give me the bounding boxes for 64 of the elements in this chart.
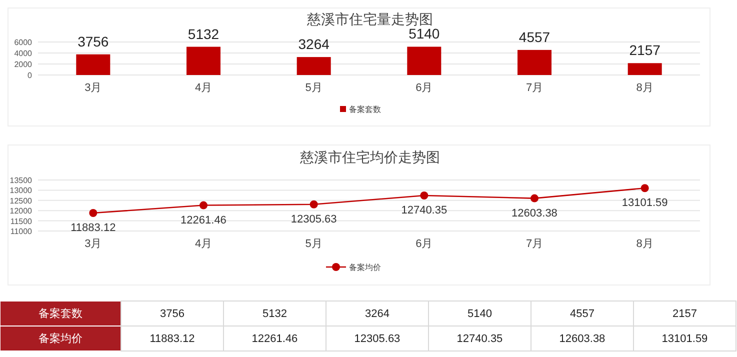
- legend-label: 备案套数: [349, 105, 381, 114]
- text: 5140: [468, 308, 492, 320]
- text: 3264: [365, 308, 390, 320]
- data-label: 3756: [78, 33, 109, 50]
- x-tick-label: 6月: [416, 82, 433, 94]
- chart-title: 慈溪市住宅量走势图: [306, 11, 433, 27]
- x-tick-label: 7月: [526, 82, 544, 94]
- x-tick-label: 7月: [526, 238, 544, 250]
- data-label: 12740.35: [401, 204, 448, 216]
- bar: [296, 57, 331, 75]
- bar: [407, 46, 442, 75]
- text: 12603.38: [559, 333, 606, 345]
- text: 12305.63: [354, 333, 400, 345]
- point: [530, 194, 538, 202]
- x-tick-label: 4月: [194, 82, 212, 94]
- x-tick-label: 3月: [84, 238, 102, 250]
- x-tick-label: 8月: [636, 238, 654, 250]
- text: 2157: [672, 308, 697, 320]
- text: 11883.12: [150, 333, 195, 345]
- text: 备案均价: [38, 332, 82, 345]
- x-tick-label: 5月: [305, 238, 322, 250]
- text: 5132: [262, 308, 287, 320]
- data-label: 12603.38: [512, 207, 558, 220]
- text: 12740.35: [456, 333, 503, 345]
- bar: [518, 50, 552, 75]
- chart-title: 慈溪市住宅均价走势图: [299, 149, 440, 165]
- legend-label: 备案均价: [349, 263, 381, 272]
- data-label: 2157: [629, 42, 661, 58]
- x-tick-label: 4月: [194, 238, 212, 250]
- y-tick-label: 11000: [10, 227, 33, 236]
- y-tick-label: 0: [28, 71, 33, 80]
- bar: [76, 54, 110, 75]
- data-label: 4557: [518, 28, 550, 45]
- point: [200, 201, 208, 210]
- data-label: 12305.63: [290, 213, 337, 226]
- y-tick-label: 13000: [10, 186, 33, 196]
- point: [420, 191, 428, 200]
- data-label: 12261.46: [180, 214, 226, 226]
- data-label: 3264: [298, 36, 330, 52]
- text: 4557: [570, 308, 594, 320]
- data-label: 5132: [188, 26, 220, 42]
- data-label: 13101.59: [622, 197, 668, 210]
- x-tick-label: 8月: [636, 82, 654, 94]
- text: 12261.46: [252, 333, 298, 345]
- y-tick-label: 2000: [14, 60, 33, 69]
- x-tick-label: 3月: [84, 82, 102, 94]
- text: 备案套数: [38, 307, 82, 320]
- text: 13101.59: [662, 333, 708, 345]
- y-tick-label: 13500: [10, 176, 33, 185]
- y-tick-label: 12000: [10, 206, 33, 216]
- y-tick-label: 6000: [14, 38, 33, 47]
- data-label: 11883.12: [70, 222, 116, 234]
- point: [640, 184, 649, 192]
- x-tick-label: 5月: [305, 82, 322, 94]
- data-label: 5140: [408, 26, 440, 42]
- y-tick-label: 12500: [10, 196, 33, 206]
- y-tick-label: 11500: [10, 216, 33, 226]
- point: [310, 200, 318, 208]
- bar: [628, 63, 662, 75]
- bar: [186, 46, 220, 75]
- point: [89, 208, 98, 217]
- x-tick-label: 6月: [416, 238, 433, 250]
- y-tick-label: 4000: [14, 49, 33, 58]
- text: 3756: [160, 308, 184, 320]
